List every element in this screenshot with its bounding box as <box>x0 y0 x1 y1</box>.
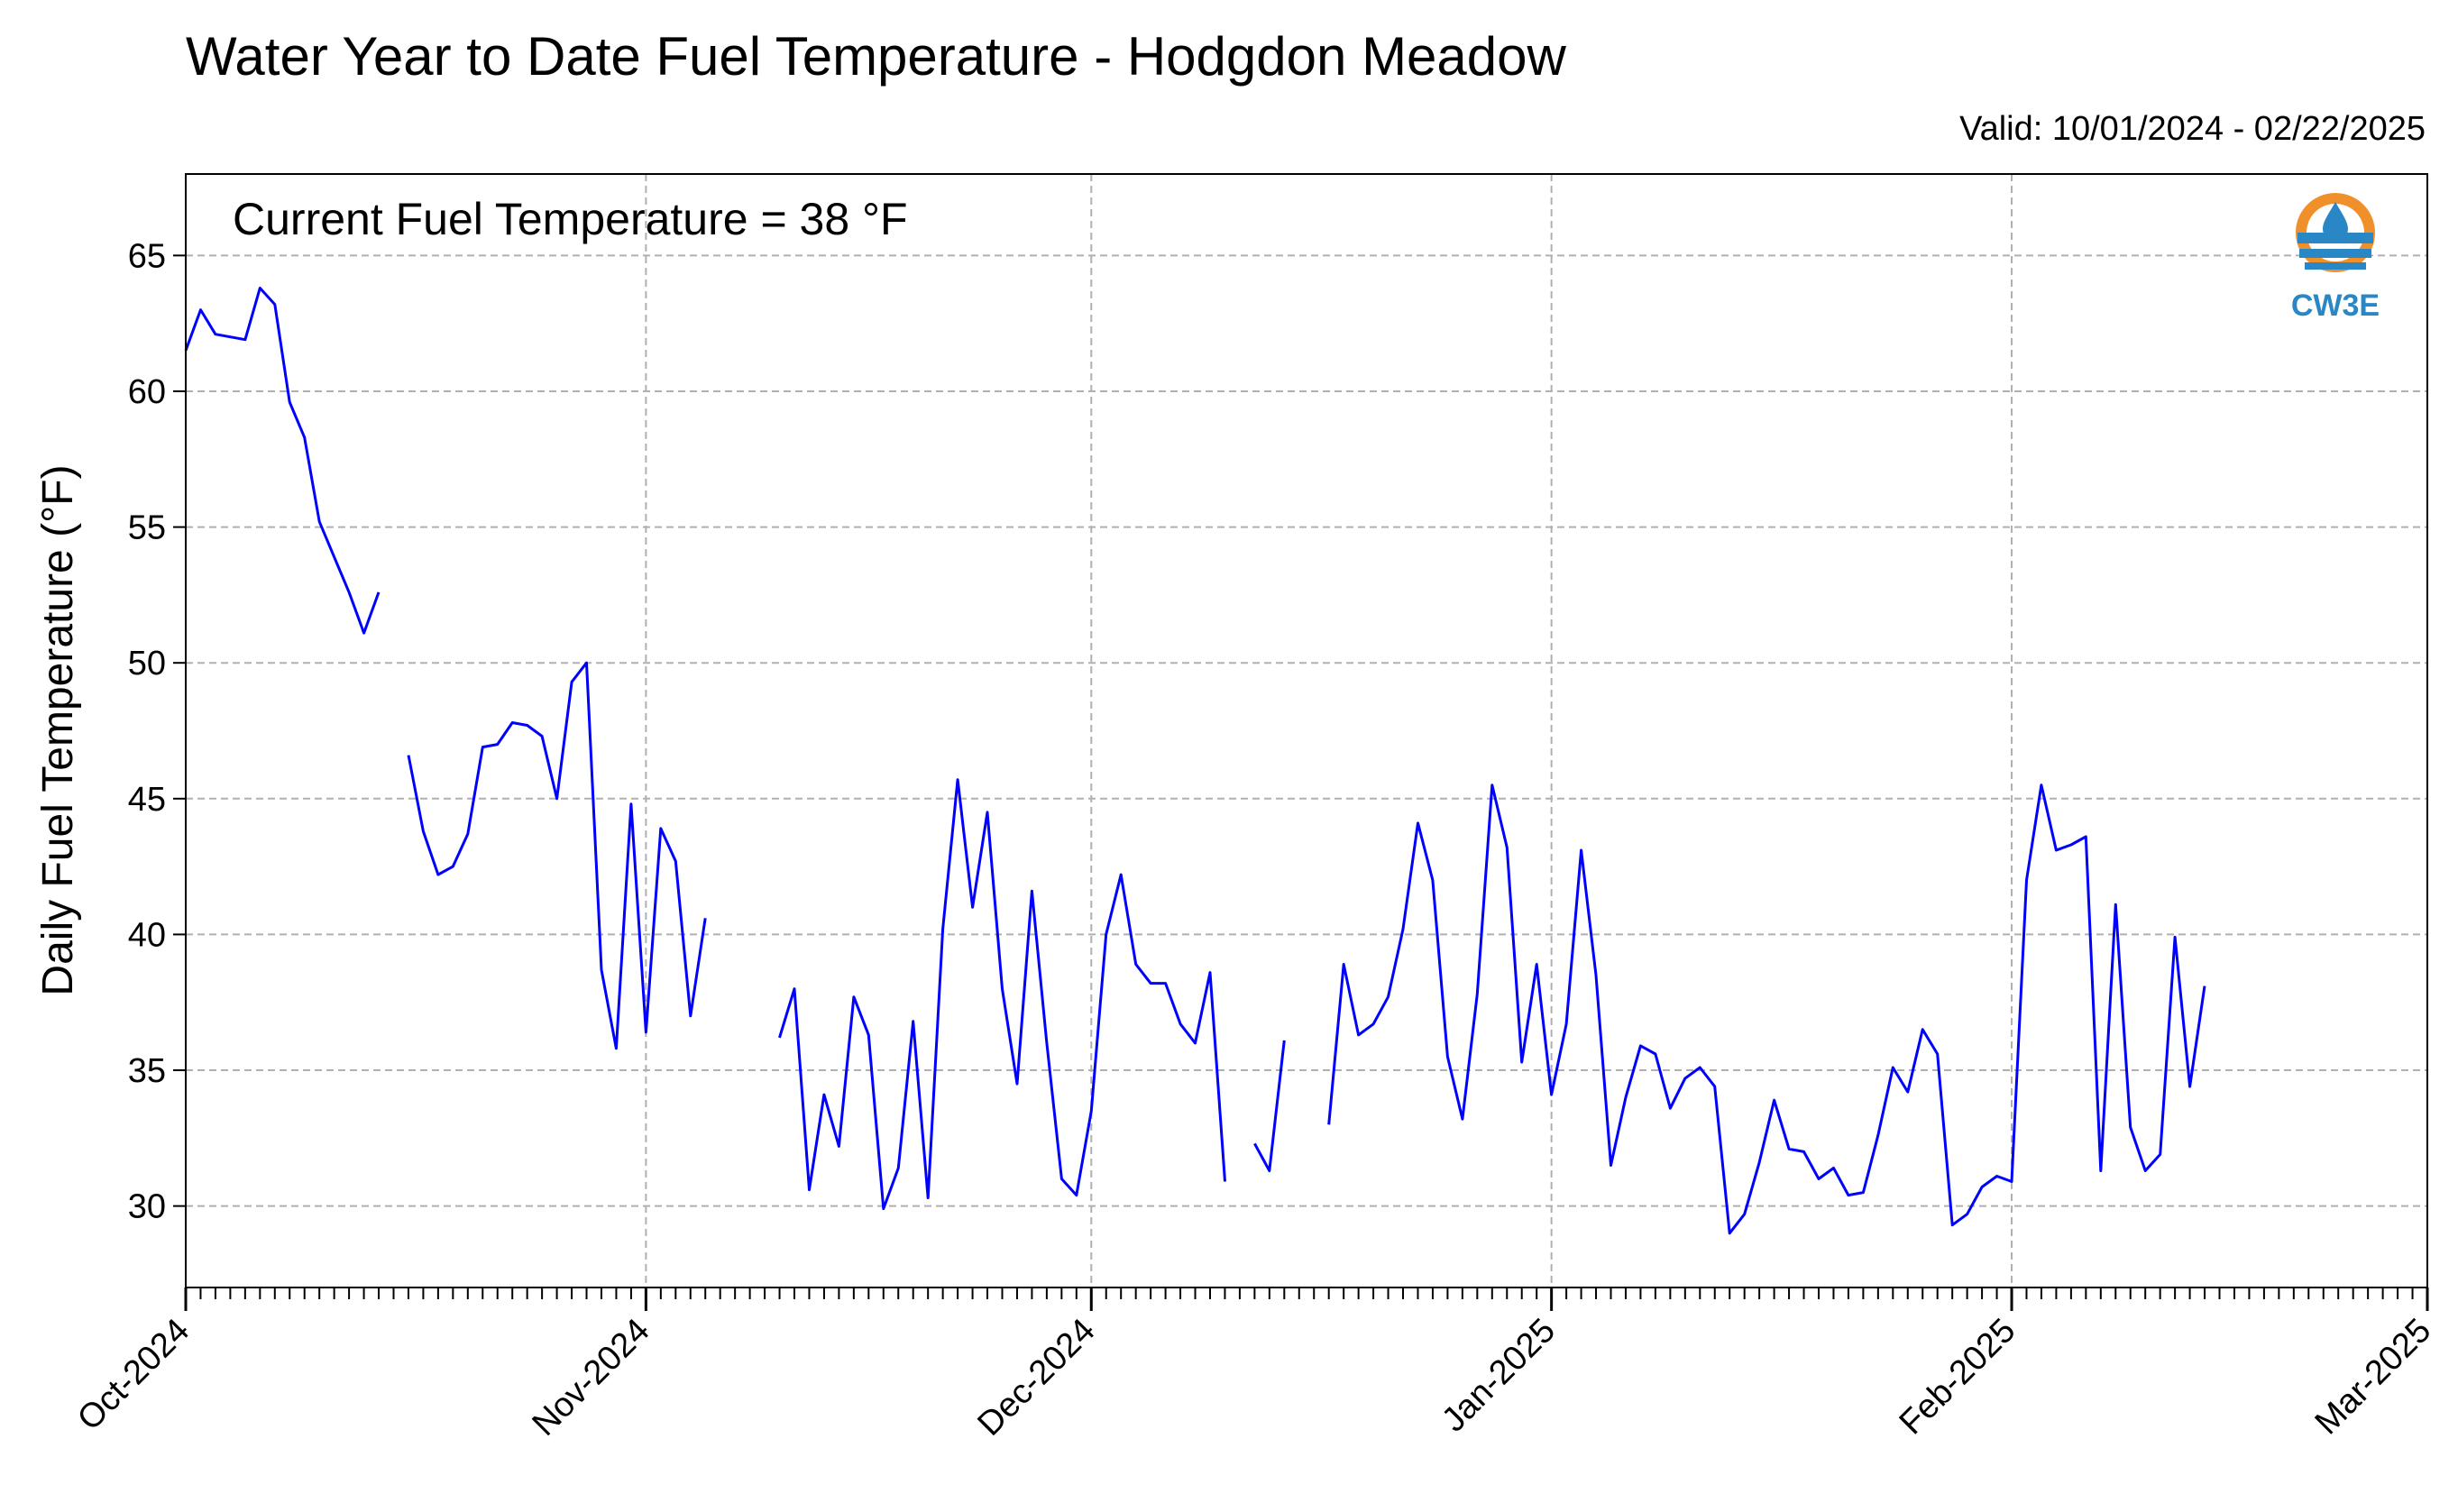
x-tick-label: Nov-2024 <box>526 1312 657 1443</box>
y-tick-label: 50 <box>128 645 166 683</box>
series-line-segment <box>184 287 381 635</box>
y-axis-label: Daily Fuel Temperature (°F) <box>34 464 82 995</box>
cw3e-logo: CW3E <box>2291 193 2380 323</box>
water-drop-icon <box>2323 202 2348 242</box>
x-tick-label: Oct-2024 <box>70 1312 197 1438</box>
series-line-segment <box>778 778 1226 1211</box>
y-tick-label: 35 <box>128 1052 166 1090</box>
y-tick-label: 40 <box>128 916 166 954</box>
series-layer <box>184 287 2206 1235</box>
plot-frame <box>185 173 2428 1288</box>
grid-lines <box>185 174 2428 1287</box>
logo-wave-3 <box>2305 262 2366 270</box>
logo-wave-2 <box>2299 249 2371 258</box>
series-line-segment <box>407 661 707 1050</box>
chart-title: Water Year to Date Fuel Temperature - Ho… <box>186 26 1566 87</box>
x-tick-label: Mar-2025 <box>2308 1312 2439 1443</box>
y-tick-label: 55 <box>128 509 166 547</box>
y-tick-label: 60 <box>128 373 166 411</box>
logo-text: CW3E <box>2291 289 2380 323</box>
current-temperature-annotation: Current Fuel Temperature = 38 °F <box>233 194 908 244</box>
series-line-segment <box>1253 1040 1286 1172</box>
x-tick-label: Dec-2024 <box>970 1312 1102 1443</box>
x-tick-label: Feb-2025 <box>1893 1312 2023 1443</box>
y-tick-label: 45 <box>128 781 166 819</box>
series-line-segment <box>1327 783 2206 1235</box>
y-tick-label: 65 <box>128 237 166 275</box>
valid-date-range: Valid: 10/01/2024 - 02/22/2025 <box>1959 110 2426 148</box>
x-tick-label: Jan-2025 <box>1435 1312 1563 1440</box>
y-tick-label: 30 <box>128 1188 166 1226</box>
